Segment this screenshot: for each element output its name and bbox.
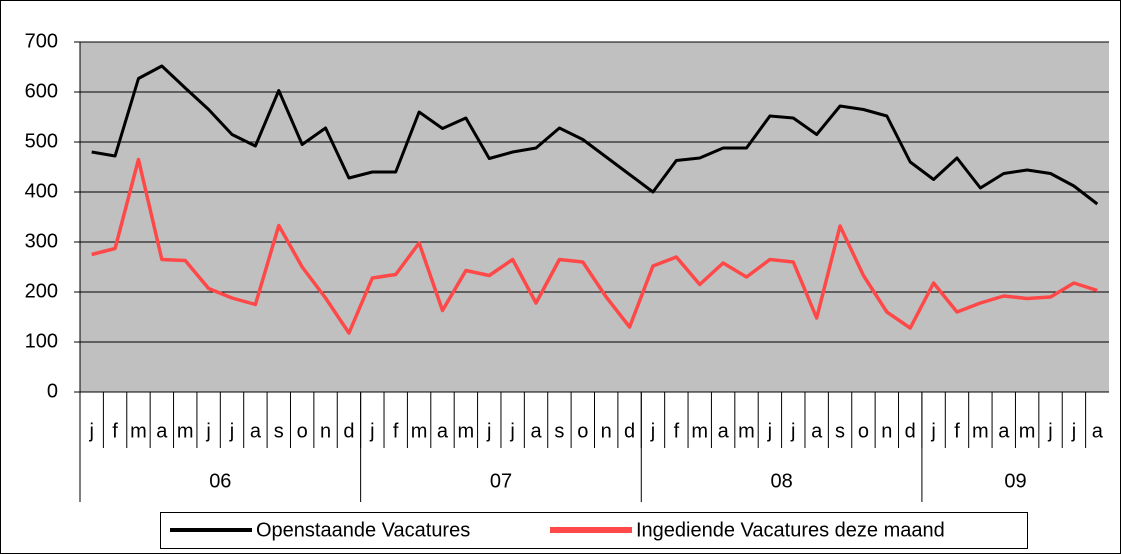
- x-tick-label: j: [205, 420, 210, 442]
- y-tick-label: 0: [47, 380, 58, 402]
- x-tick-label: m: [177, 420, 194, 442]
- y-tick-label: 500: [25, 130, 58, 152]
- x-tick-label: j: [790, 420, 795, 442]
- x-tick-label: m: [691, 420, 708, 442]
- x-tick-label: n: [601, 420, 612, 442]
- plot-area: [80, 42, 1109, 392]
- x-tick-label: j: [1071, 420, 1076, 442]
- x-tick-label: a: [811, 420, 823, 442]
- x-tick-label: j: [88, 420, 93, 442]
- x-tick-label: f: [112, 420, 118, 442]
- x-tick-label: j: [369, 420, 374, 442]
- group-label: 09: [1004, 470, 1026, 492]
- x-tick-label: a: [718, 420, 730, 442]
- x-tick-label: s: [554, 420, 564, 442]
- x-tick-label: a: [156, 420, 168, 442]
- x-tick-label: j: [650, 420, 655, 442]
- x-tick-label: o: [297, 420, 308, 442]
- x-tick-label: a: [1092, 420, 1104, 442]
- series-line: [91, 157, 1098, 335]
- x-tick-label: j: [930, 420, 935, 442]
- group-label: 08: [770, 470, 792, 492]
- series-line: [91, 64, 1099, 206]
- x-tick-label: f: [674, 420, 680, 442]
- y-tick-label: 100: [25, 330, 58, 352]
- x-tick-label: d: [905, 420, 916, 442]
- x-tick-label: m: [411, 420, 428, 442]
- group-label: 06: [209, 470, 231, 492]
- y-tick-label: 200: [25, 280, 58, 302]
- legend-label: Ingediende Vacatures deze maand: [636, 519, 945, 541]
- x-tick-label: n: [320, 420, 331, 442]
- group-label: 07: [490, 470, 512, 492]
- x-tick-label: f: [954, 420, 960, 442]
- x-tick-label: s: [835, 420, 845, 442]
- x-tick-label: j: [1047, 420, 1052, 442]
- y-tick-label: 600: [25, 80, 58, 102]
- x-tick-label: j: [229, 420, 234, 442]
- x-tick-label: d: [343, 420, 354, 442]
- x-tick-label: m: [1019, 420, 1036, 442]
- x-tick-label: a: [437, 420, 449, 442]
- x-tick-label: j: [509, 420, 514, 442]
- legend-label: Openstaande Vacatures: [256, 519, 470, 541]
- y-tick-label: 700: [25, 30, 58, 52]
- x-tick-label: o: [577, 420, 588, 442]
- x-tick-label: j: [486, 420, 491, 442]
- x-tick-label: j: [767, 420, 772, 442]
- x-tick-label: n: [881, 420, 892, 442]
- x-tick-label: m: [458, 420, 475, 442]
- x-tick-label: a: [250, 420, 262, 442]
- x-tick-label: m: [972, 420, 989, 442]
- x-tick-label: o: [858, 420, 869, 442]
- y-tick-label: 400: [25, 180, 58, 202]
- x-tick-label: f: [393, 420, 399, 442]
- x-tick-label: a: [998, 420, 1010, 442]
- x-tick-label: s: [274, 420, 284, 442]
- x-tick-label: a: [530, 420, 542, 442]
- x-tick-label: d: [624, 420, 635, 442]
- x-tick-label: m: [130, 420, 147, 442]
- y-tick-label: 300: [25, 230, 58, 252]
- x-tick-label: m: [738, 420, 755, 442]
